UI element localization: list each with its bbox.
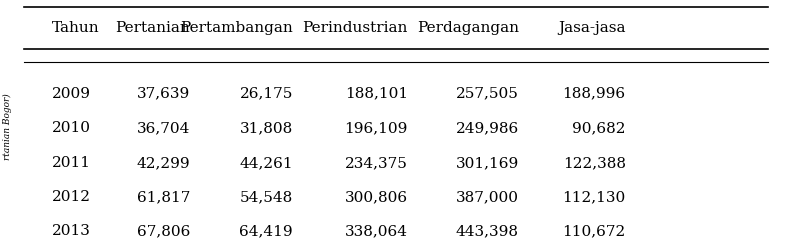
Text: 54,548: 54,548 [240, 190, 293, 204]
Text: 301,169: 301,169 [455, 156, 519, 170]
Text: 112,130: 112,130 [562, 190, 626, 204]
Text: 234,375: 234,375 [345, 156, 408, 170]
Text: Tahun: Tahun [51, 21, 99, 35]
Text: 26,175: 26,175 [240, 87, 293, 101]
Text: 36,704: 36,704 [137, 121, 190, 135]
Text: 61,817: 61,817 [137, 190, 190, 204]
Text: 338,064: 338,064 [345, 224, 408, 238]
Text: 42,299: 42,299 [136, 156, 190, 170]
Text: 257,505: 257,505 [456, 87, 519, 101]
Text: 300,806: 300,806 [345, 190, 408, 204]
Text: 67,806: 67,806 [137, 224, 190, 238]
Text: Pertambangan: Pertambangan [181, 21, 293, 35]
Text: Jasa-jasa: Jasa-jasa [558, 21, 626, 35]
Text: 90,682: 90,682 [572, 121, 626, 135]
Text: 64,419: 64,419 [239, 224, 293, 238]
Text: 122,388: 122,388 [562, 156, 626, 170]
Text: 2011: 2011 [51, 156, 90, 170]
Text: rtanian Bogor): rtanian Bogor) [3, 94, 13, 160]
Text: 188,101: 188,101 [345, 87, 408, 101]
Text: 110,672: 110,672 [562, 224, 626, 238]
Text: 387,000: 387,000 [455, 190, 519, 204]
Text: Perdagangan: Perdagangan [417, 21, 519, 35]
Text: 188,996: 188,996 [562, 87, 626, 101]
Text: 37,639: 37,639 [137, 87, 190, 101]
Text: 443,398: 443,398 [455, 224, 519, 238]
Text: Perindustrian: Perindustrian [303, 21, 408, 35]
Text: 31,808: 31,808 [240, 121, 293, 135]
Text: 2010: 2010 [51, 121, 90, 135]
Text: 2009: 2009 [51, 87, 90, 101]
Text: 2012: 2012 [51, 190, 90, 204]
Text: 44,261: 44,261 [239, 156, 293, 170]
Text: 2013: 2013 [51, 224, 90, 238]
Text: 196,109: 196,109 [345, 121, 408, 135]
Text: Pertanian: Pertanian [116, 21, 190, 35]
Text: 249,986: 249,986 [455, 121, 519, 135]
